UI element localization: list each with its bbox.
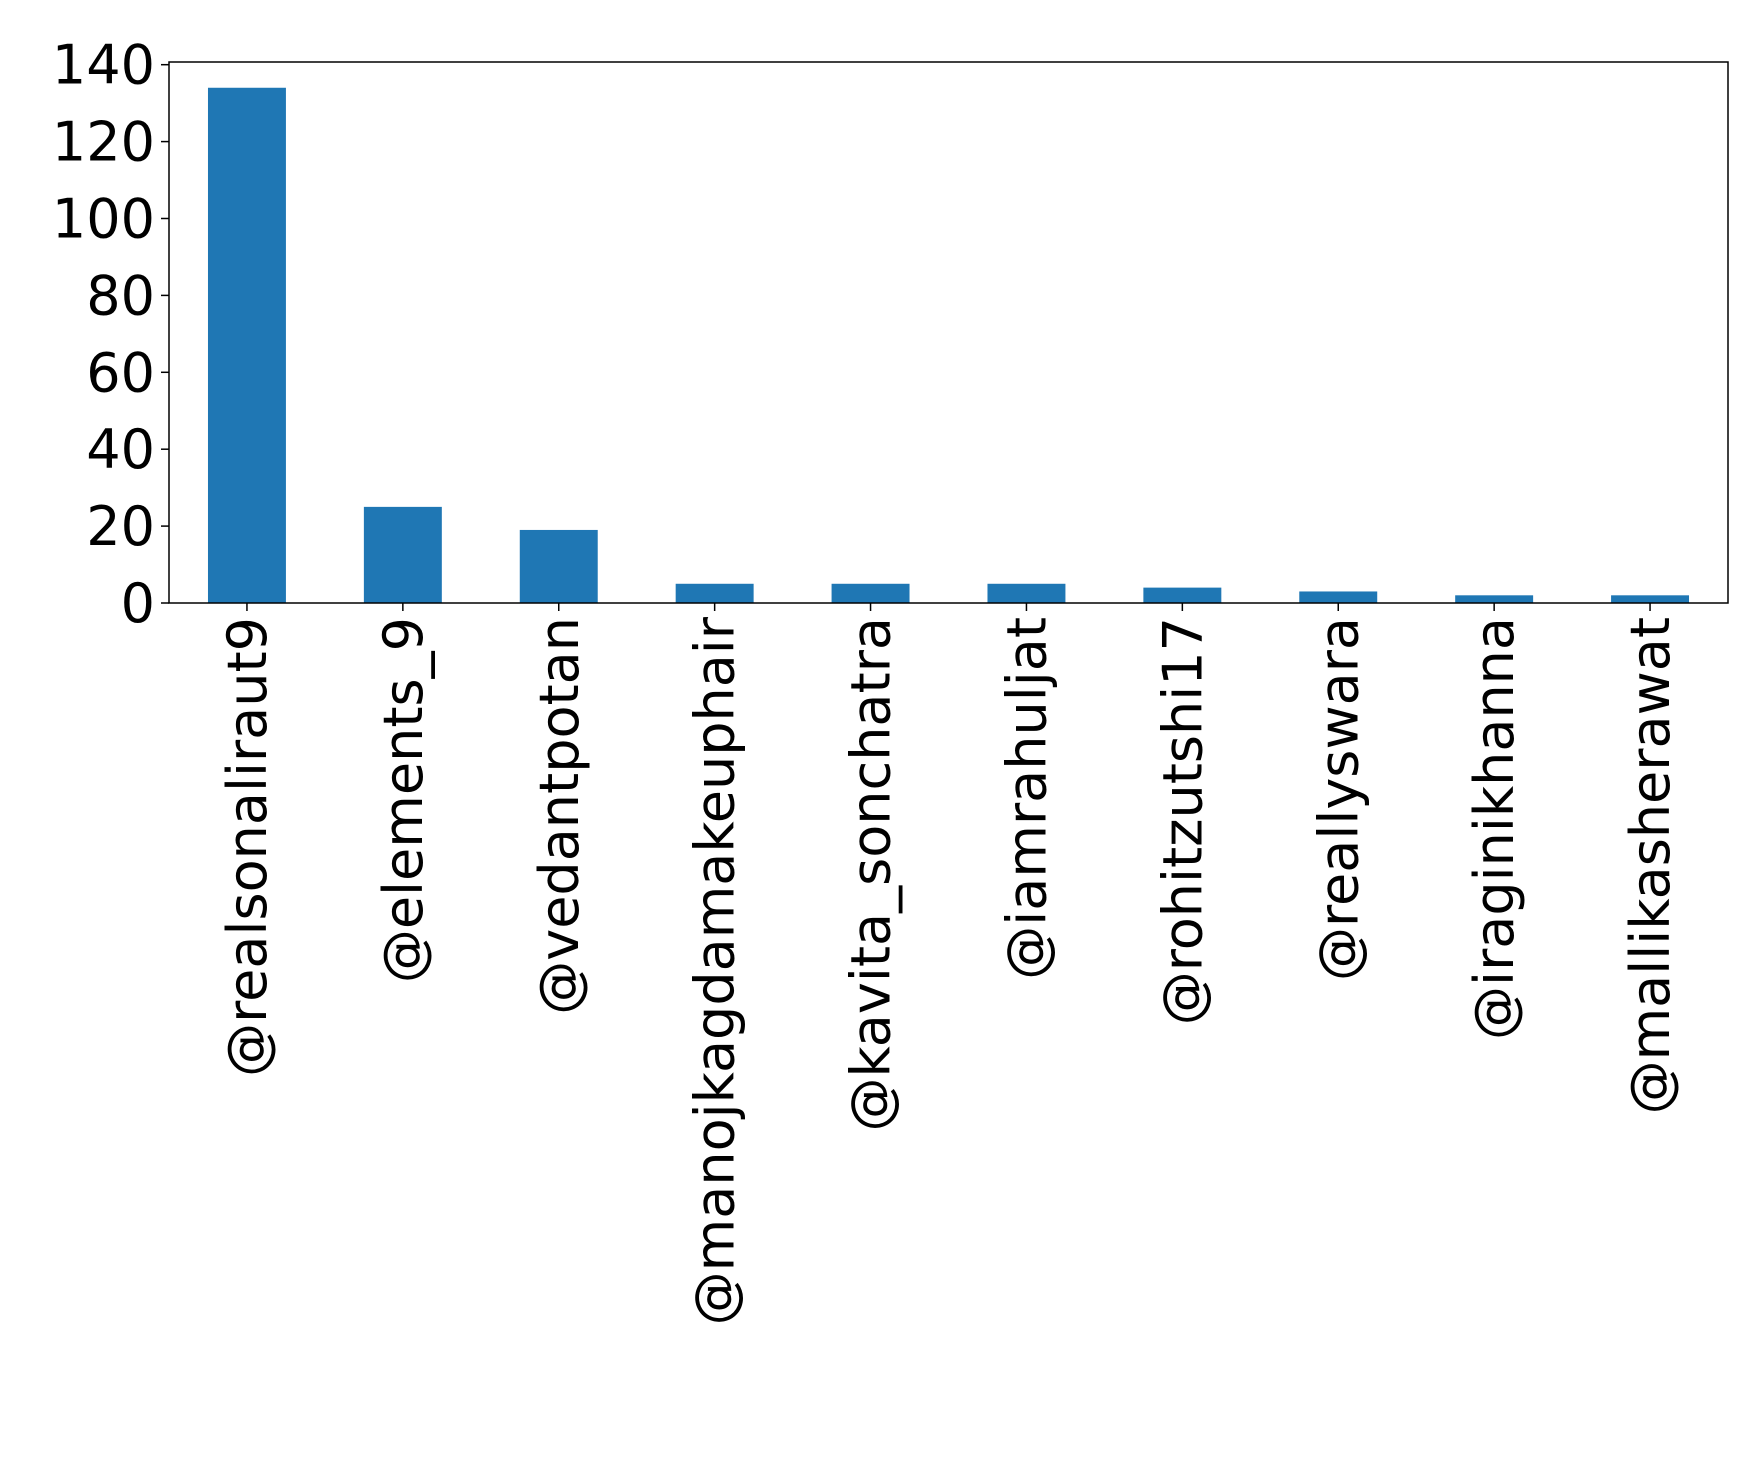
x-tick-label: @reallyswara [1307,617,1370,981]
bar [519,529,598,603]
bar [1611,595,1690,603]
bar [1299,591,1378,603]
bar [1455,595,1534,603]
plot-frame [168,61,1729,604]
x-tick-label: @vedantpotan [528,617,591,1015]
bar [1143,587,1222,603]
y-tick-label: 120 [52,111,155,174]
y-tick-label: 20 [86,495,155,558]
bar [363,506,442,603]
bar [831,583,910,603]
y-tick-label: 140 [52,34,155,97]
x-tick-label: @iraginikhanna [1463,617,1526,1040]
x-tick-label: @iamrahuljat [995,617,1058,980]
bar [987,583,1066,603]
y-tick-label: 0 [121,572,155,635]
x-tick-label: @manojkagdamakeuphair [684,616,747,1325]
x-tick-label: @mallikasherawat [1619,617,1682,1114]
x-tick-label: @elements_9 [372,617,435,983]
y-tick-label: 60 [86,341,155,404]
x-tick-label: @rohitzutshi17 [1151,617,1214,1025]
y-tick-label: 80 [86,264,155,327]
y-tick-label: 100 [52,187,155,250]
x-tick-label: @realsonaliraut9 [216,617,279,1077]
y-tick-label: 40 [86,418,155,481]
bar [207,87,286,603]
x-tick-label: @kavita_sonchatra [840,617,903,1132]
bar [675,583,754,603]
